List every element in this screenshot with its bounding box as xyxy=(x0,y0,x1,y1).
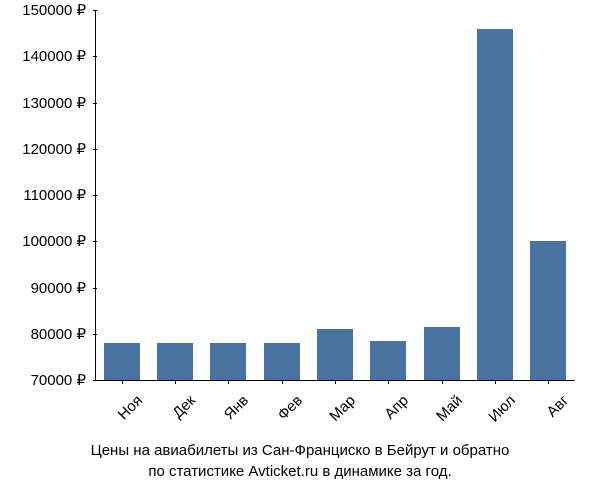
bar xyxy=(370,341,406,380)
x-axis-labels: Ноя Дек Янв Фев Мар Апр Май Июл Авг xyxy=(95,384,575,434)
bar xyxy=(317,329,353,380)
bar xyxy=(157,343,193,380)
y-axis: 70000 ₽80000 ₽90000 ₽100000 ₽110000 ₽120… xyxy=(0,10,90,380)
x-tick-label: Апр xyxy=(372,392,412,432)
bar xyxy=(477,29,513,381)
x-tick-label: Дек xyxy=(159,392,199,432)
x-tick-label: Июл xyxy=(479,392,519,432)
y-tick-label: 80000 ₽ xyxy=(31,325,86,343)
y-tick-label: 120000 ₽ xyxy=(22,140,86,158)
bar xyxy=(424,327,460,380)
y-tick-label: 130000 ₽ xyxy=(22,94,86,112)
bar xyxy=(264,343,300,380)
y-tick-mark xyxy=(93,380,97,381)
x-tick-label: Авг xyxy=(532,392,572,432)
y-tick-label: 100000 ₽ xyxy=(22,232,86,250)
y-tick-label: 150000 ₽ xyxy=(22,1,86,19)
y-tick-label: 90000 ₽ xyxy=(31,279,86,297)
y-tick-label: 70000 ₽ xyxy=(31,371,86,389)
x-tick-label: Май xyxy=(425,392,465,432)
x-tick-label: Мар xyxy=(319,392,359,432)
bar xyxy=(530,241,566,380)
price-bar-chart: 70000 ₽ 80000 ₽ 90000 ₽ 100000 ₽ 110000 ₽ 120… xyxy=(0,0,600,500)
bars-group xyxy=(95,10,575,380)
bar xyxy=(104,343,140,380)
x-tick-label: Янв xyxy=(212,392,252,432)
chart-caption-line2: по статистике Avticket.ru в динамике за … xyxy=(0,461,600,482)
y-tick-label: 140000 ₽ xyxy=(22,47,86,65)
bar xyxy=(210,343,246,380)
y-tick-label: 110000 ₽ xyxy=(23,186,86,204)
plot-area xyxy=(95,10,575,380)
x-tick-label: Ноя xyxy=(105,392,145,432)
chart-caption-line1: Цены на авиабилеты из Сан-Франциско в Бе… xyxy=(0,440,600,461)
x-tick-label: Фев xyxy=(265,392,305,432)
